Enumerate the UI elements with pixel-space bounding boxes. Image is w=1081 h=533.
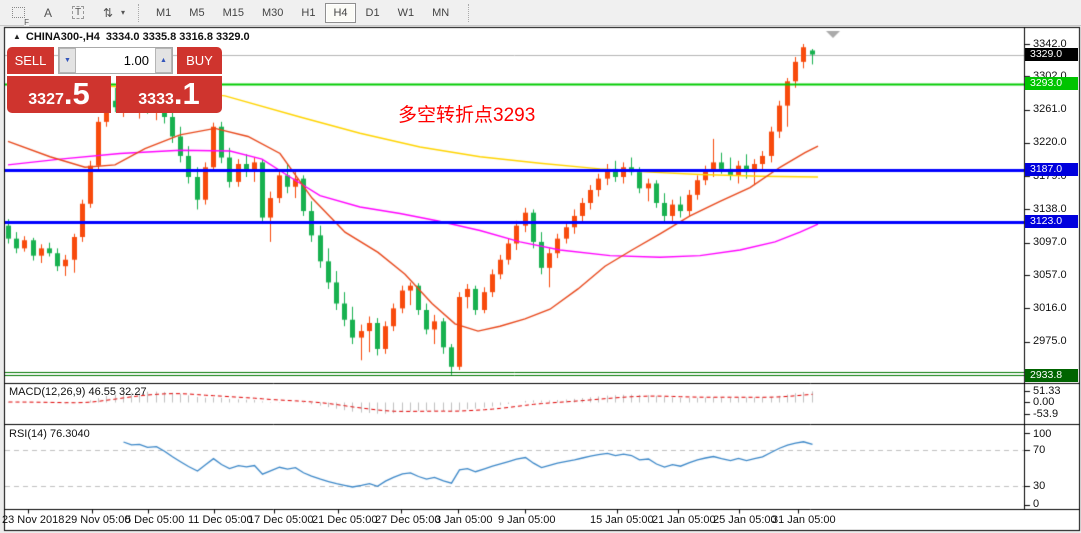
tab-timeframe-m1[interactable]: M1 [156,6,172,19]
date-axis-label: 21 Jan 05:00 [652,514,716,526]
chart-title: ▲ CHINA300-,H4 3334.0 3335.8 3316.8 3329.0 [13,31,250,43]
rsi-axis-label: 70 [1033,444,1046,457]
price-axis-tick-label: 3016.0 [1033,301,1067,314]
volume-increase-button[interactable]: ▲ [155,48,172,73]
price-axis-tick-label: 2975.0 [1033,335,1067,348]
text-label-tool-icon[interactable]: A [43,5,52,20]
tab-timeframe-m30[interactable]: M30 [261,6,284,19]
ohlc-values: 3334.0 3335.8 3316.8 3329.0 [105,31,250,43]
date-axis-label: 5 Dec 05:00 [125,514,185,526]
rsi-axis-label: 100 [1033,428,1052,440]
tab-timeframe-m15[interactable]: M15 [222,6,244,19]
date-axis-label: 31 Jan 05:00 [772,514,836,526]
price-axis-tick-label: 3138.0 [1033,202,1067,215]
symbol-title: CHINA300-,H4 [25,31,100,43]
price-axis-tick-label: 3057.0 [1033,268,1067,281]
grip-grid-icon [11,7,25,18]
price-axis-tick-label: 3261.0 [1033,103,1067,116]
chart-grip-icon[interactable]: F [6,3,30,26]
date-axis-label: 11 Dec 05:00 [188,514,253,526]
macd-axis-label: -53.9 [1033,407,1059,420]
toolbar-separator [138,3,139,22]
price-axis-badge: 3187.0 [1025,163,1078,177]
rsi-indicator-label: RSI(14) 76.3040 [9,428,90,440]
price-axis-badge: 3293.0 [1025,77,1078,91]
price-axis-badge: 3329.0 [1025,48,1078,62]
price-axis-tick-label: 3220.0 [1033,136,1067,149]
toolbar-separator [468,3,470,22]
cycle-arrows-tool-icon[interactable]: ⇅ [102,5,114,20]
price-axis-tick-label: 3097.0 [1033,236,1067,249]
tab-timeframe-m5[interactable]: M5 [189,6,205,19]
price-axis-tick-label: 3342.0 [1033,37,1067,50]
volume-decrease-button[interactable]: ▼ [59,48,76,73]
tab-timeframe-mn[interactable]: MN [432,6,450,19]
tab-timeframe-w1[interactable]: W1 [397,6,415,19]
rsi-axis-label: 30 [1033,479,1046,492]
date-axis-label: 17 Dec 05:00 [248,514,314,526]
sell-button[interactable]: SELL [7,47,54,74]
ask-price-main: 3333 [138,90,174,108]
macd-indicator-label: MACD(12,26,9) 46.55 32.27 [9,386,147,398]
bid-price-button[interactable]: 3327.5 [7,76,111,113]
ask-price-button[interactable]: 3333.1 [116,76,222,113]
ask-price-frac: .1 [173,76,200,111]
chart-annotation-text: 多空转折点3293 [398,105,536,126]
tool-dropdown-icon[interactable]: ▾ [120,8,125,17]
tab-timeframe-h4[interactable]: H4 [325,2,356,23]
bid-price-frac: .5 [63,76,90,111]
date-axis-label: 3 Jan 05:00 [435,514,493,526]
date-axis-label: 25 Jan 05:00 [713,514,777,526]
bid-price-main: 3327 [28,90,64,108]
macd-axis-label: 51.33 [1033,384,1061,397]
price-axis-badge: 2933.8 [1025,368,1078,382]
price-axis-badge: 3123.0 [1025,215,1078,229]
date-axis-label: 29 Nov 05:00 [65,514,131,526]
collapse-triangle-icon[interactable]: ▲ [13,32,21,41]
tab-timeframe-h1[interactable]: H1 [301,6,316,19]
date-axis-label: 27 Dec 05:00 [375,514,441,526]
volume-stepper: ▼ 1.00 ▲ [58,47,173,74]
toolbar: F A T ⇅ ▾ M1 M5 M15 M30 H1 H4 D1 W1 MN [0,0,1081,26]
rsi-axis-label: 0 [1033,498,1040,510]
tab-timeframe-d1[interactable]: D1 [365,6,380,19]
date-axis-label: 15 Jan 05:00 [590,514,654,526]
buy-button[interactable]: BUY [177,47,222,74]
text-box-tool-icon[interactable]: T [66,3,90,23]
date-axis-label: 23 Nov 2018 [2,514,65,526]
macd-axis-label: 0.00 [1033,396,1055,408]
date-axis-label: 9 Jan 05:00 [498,514,556,526]
volume-value[interactable]: 1.00 [123,53,149,68]
one-click-trade-panel: SELL ▼ 1.00 ▲ BUY 3327.5 3333.1 [7,47,222,113]
date-axis-label: 21 Dec 05:00 [312,514,378,526]
